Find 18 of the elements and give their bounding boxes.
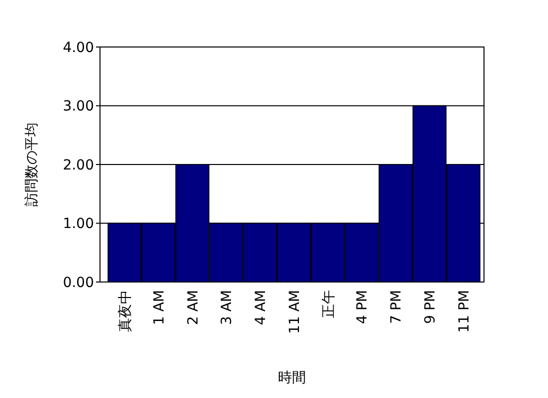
x-tick-label: 3 AM [219, 290, 236, 326]
y-axis-title: 訪問数の平均 [24, 122, 40, 206]
y-tick-label: 4.00 [62, 40, 94, 56]
x-tick-label: 11 AM [286, 290, 303, 334]
x-axis-title: 時間 [278, 370, 306, 386]
x-tick-label: 9 PM [422, 290, 438, 324]
x-tick-label: 1 AM [151, 290, 168, 326]
y-tick-label: 3.00 [62, 98, 94, 115]
y-tick-label: 2.00 [62, 157, 94, 174]
y-tick-label: 1.00 [62, 216, 94, 232]
x-tick-label: 11 PM [456, 290, 472, 333]
x-tick-label: 4 AM [253, 290, 270, 326]
x-tick-label: 4 PM [354, 290, 371, 324]
x-tick-label: 7 PM [388, 290, 405, 324]
x-tick-label: 2 AM [185, 290, 202, 326]
x-tick-label: 正午 [320, 290, 337, 318]
y-tick-label: 0.00 [62, 274, 94, 291]
x-tick-label: 真夜中 [118, 290, 134, 332]
